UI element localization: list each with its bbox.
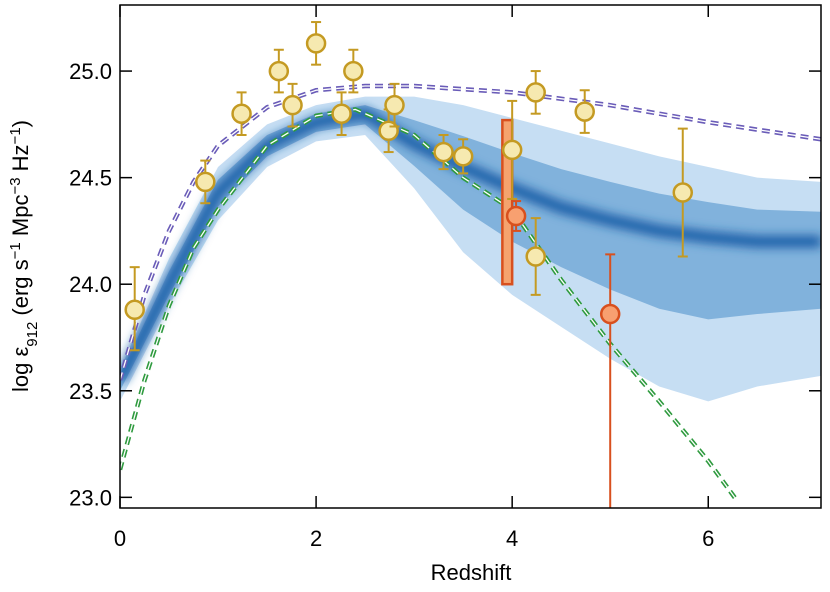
axes: 0 2 4 6 23.0 23.5 24.0 24.5 25.0 — [69, 5, 821, 551]
data-point — [452, 146, 474, 167]
range-box — [501, 118, 514, 286]
frame — [119, 4, 822, 509]
y-tick-label: 23.5 — [69, 379, 112, 404]
y-label-part: −3 — [7, 177, 24, 194]
data-point — [505, 205, 527, 227]
y-tick-label: 24.5 — [69, 166, 112, 191]
plot-area — [120, 21, 821, 508]
y-label-part: Mpc — [8, 195, 33, 243]
y-tick-label: 25.0 — [69, 59, 112, 84]
y-label-part: −1 — [7, 242, 24, 259]
y-tick-label: 24.0 — [69, 272, 112, 297]
x-tick-label: 0 — [114, 526, 126, 551]
data-point — [574, 101, 595, 122]
data-point — [599, 303, 621, 325]
data-point — [501, 139, 523, 161]
y-label-part: (erg s — [8, 259, 33, 321]
model-band — [120, 96, 821, 402]
data-point — [384, 94, 405, 116]
y-label-part: −1 — [7, 127, 24, 144]
x-tick-label: 6 — [702, 526, 714, 551]
data-point — [525, 246, 546, 267]
data-point — [343, 60, 364, 82]
data-point — [525, 82, 546, 103]
y-label-part: Hz — [8, 144, 33, 177]
data-point — [124, 299, 145, 321]
x-tick-label: 4 — [506, 526, 518, 551]
y-tick-label: 23.0 — [69, 485, 112, 510]
data-point — [231, 103, 252, 124]
y-label-part: 912 — [24, 322, 41, 347]
data-point — [672, 182, 694, 203]
x-tick-label: 2 — [310, 526, 322, 551]
data-point — [195, 171, 216, 193]
data-point — [282, 94, 303, 116]
x-axis-label: Redshift — [431, 560, 512, 585]
y-label-part: log ε — [8, 347, 33, 392]
y-axis-label: log ε912 (erg s−1 Mpc−3 Hz−1) — [7, 120, 41, 392]
y-label-part: ) — [8, 120, 33, 127]
data-point — [305, 33, 327, 54]
data-point — [268, 60, 290, 82]
data-point — [331, 103, 352, 124]
data-point — [433, 141, 454, 163]
model-curve-inner — [120, 85, 821, 381]
model-curve-inner — [120, 108, 739, 502]
